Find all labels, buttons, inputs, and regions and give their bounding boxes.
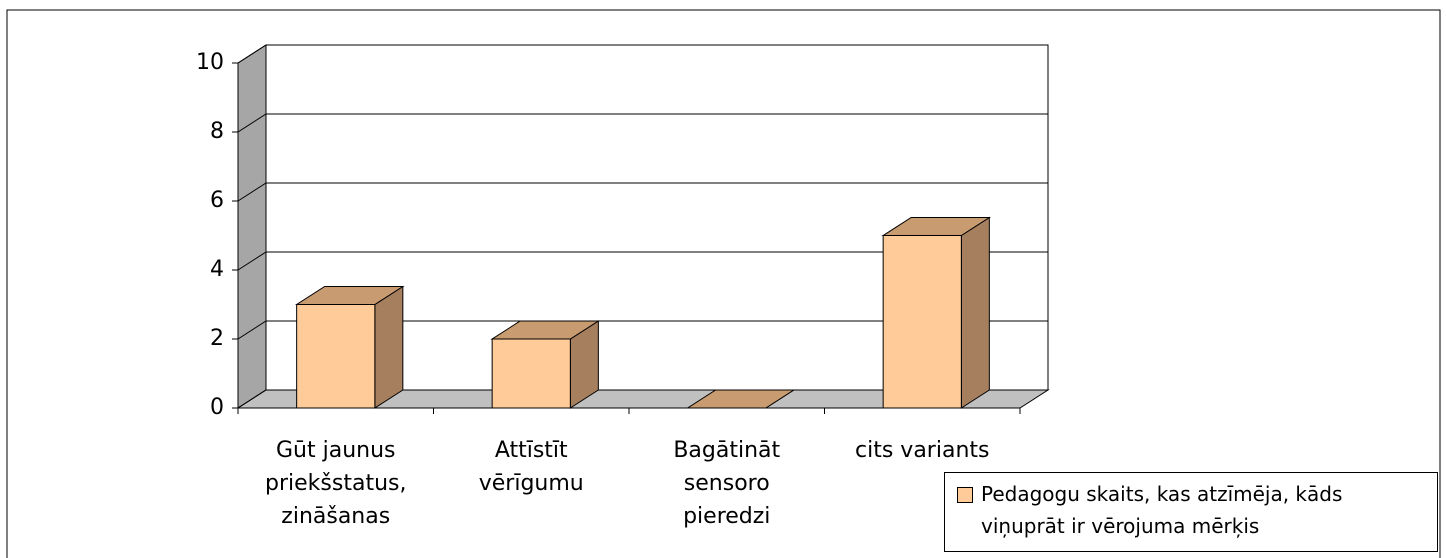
legend: Pedagogu skaits, kas atzīmēja, kāds viņu… [944, 472, 1438, 552]
bar-front [491, 338, 571, 409]
bar-top [685, 389, 796, 409]
bar [685, 389, 796, 409]
grid-line [237, 320, 1048, 340]
legend-swatch [957, 487, 973, 503]
y-tick-label: 10 [196, 50, 224, 75]
side-wall [237, 44, 267, 409]
bar-top [881, 217, 992, 236]
y-tick-label: 2 [210, 326, 224, 351]
bar-top [490, 320, 601, 340]
y-tick-label: 4 [210, 257, 224, 282]
x-tick-label: Attīstīt vērīgumu [478, 438, 584, 496]
x-tick-label: cits variants [855, 438, 990, 463]
grid-line [237, 182, 1048, 202]
bar-front [296, 304, 376, 409]
y-tick-label: 8 [210, 119, 224, 144]
bar [294, 285, 405, 409]
bar [490, 320, 601, 409]
bar [881, 216, 992, 409]
grid-line [237, 251, 1048, 271]
grid-line [237, 113, 1048, 133]
x-tick-label: Bagātināt sensoro pieredzi [673, 438, 781, 529]
bar-top [294, 286, 405, 305]
bar-side [374, 285, 404, 409]
y-tick-label: 0 [210, 395, 224, 420]
grid-line [237, 44, 1048, 64]
x-tick-label: Gūt jaunus priekšstatus, zināšanas [265, 438, 407, 529]
bar-front [882, 235, 962, 409]
y-tick-label: 6 [210, 188, 224, 213]
frame [6, 9, 1441, 558]
bar-side [960, 216, 990, 409]
legend-label: Pedagogu skaits, kas atzīmēja, kāds viņu… [981, 482, 1343, 538]
